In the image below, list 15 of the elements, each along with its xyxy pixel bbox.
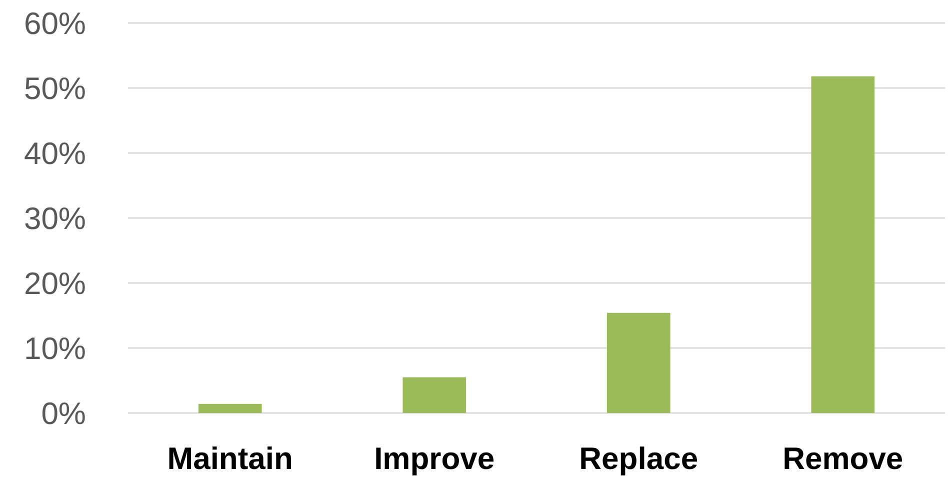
y-tick-label: 20% xyxy=(24,266,86,301)
y-tick-label: 30% xyxy=(24,200,86,236)
bar xyxy=(811,76,875,413)
y-tick-label: 0% xyxy=(41,396,86,431)
y-tick-label: 40% xyxy=(24,136,86,171)
x-tick-label: Replace xyxy=(579,441,698,476)
bar xyxy=(606,312,670,413)
x-tick-label: Remove xyxy=(782,441,904,476)
x-tick-label: Improve xyxy=(374,441,495,476)
y-tick-label: 50% xyxy=(24,70,86,106)
y-tick-label: 60% xyxy=(24,6,86,41)
bar xyxy=(402,377,466,413)
bar xyxy=(198,404,262,413)
x-tick-label: Maintain xyxy=(167,441,293,476)
y-tick-label: 10% xyxy=(24,330,86,366)
